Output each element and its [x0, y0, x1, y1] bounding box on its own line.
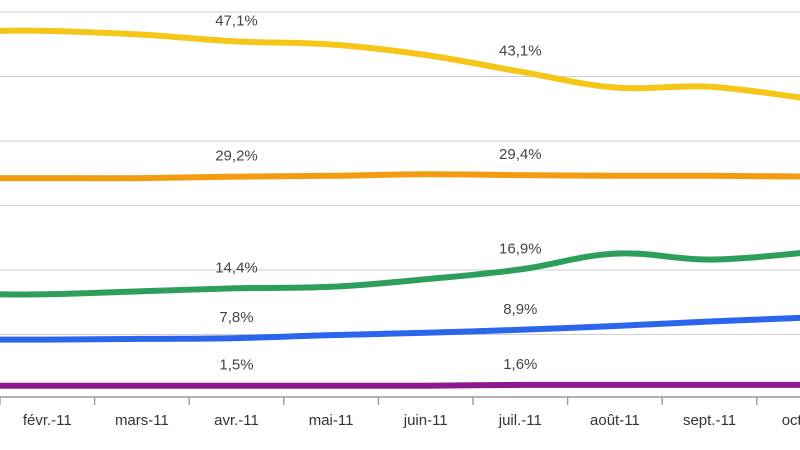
data-label-s5-0: 1,5% [219, 357, 253, 374]
data-label-s4-1: 8,9% [503, 301, 537, 318]
series-lines [0, 27, 800, 389]
data-labels: 47,1%43,1%39,6%29,2%29,4%29,2%14,4%16,9%… [215, 12, 542, 374]
x-axis: févr.-11 mars-11 avr.-11 mai-11 juin-11 juil.… [0, 396, 800, 429]
data-label-s5-1: 1,6% [503, 356, 537, 373]
x-tick-label-0: févr.-11 [23, 412, 72, 429]
data-label-s1-0: 47,1% [215, 12, 258, 29]
series-line-1 [0, 27, 800, 101]
series-line-2 [0, 171, 800, 182]
data-label-s1-1: 43,1% [499, 43, 542, 60]
series-line-4 [0, 314, 800, 343]
data-label-s2-0: 29,2% [215, 148, 258, 165]
data-label-s2-1: 29,4% [499, 146, 542, 163]
x-tick-label-6: août-11 [590, 412, 640, 429]
x-tick-label-7: sept.-11 [683, 412, 736, 429]
series-line-3 [0, 250, 800, 298]
x-tick-label-3: mai-11 [309, 412, 354, 429]
x-tick-label-5: juil.-11 [498, 412, 542, 429]
series-line-5 [0, 381, 800, 389]
data-label-s3-1: 16,9% [499, 240, 542, 257]
data-label-s4-0: 7,8% [219, 309, 253, 326]
x-tick-label-4: juin-11 [403, 412, 448, 429]
x-tick-label-8: oct.-11 [782, 412, 800, 429]
data-label-s3-0: 14,4% [215, 259, 258, 276]
x-tick-label-1: mars-11 [115, 412, 169, 429]
x-tick-label-2: avr.-11 [214, 412, 259, 429]
